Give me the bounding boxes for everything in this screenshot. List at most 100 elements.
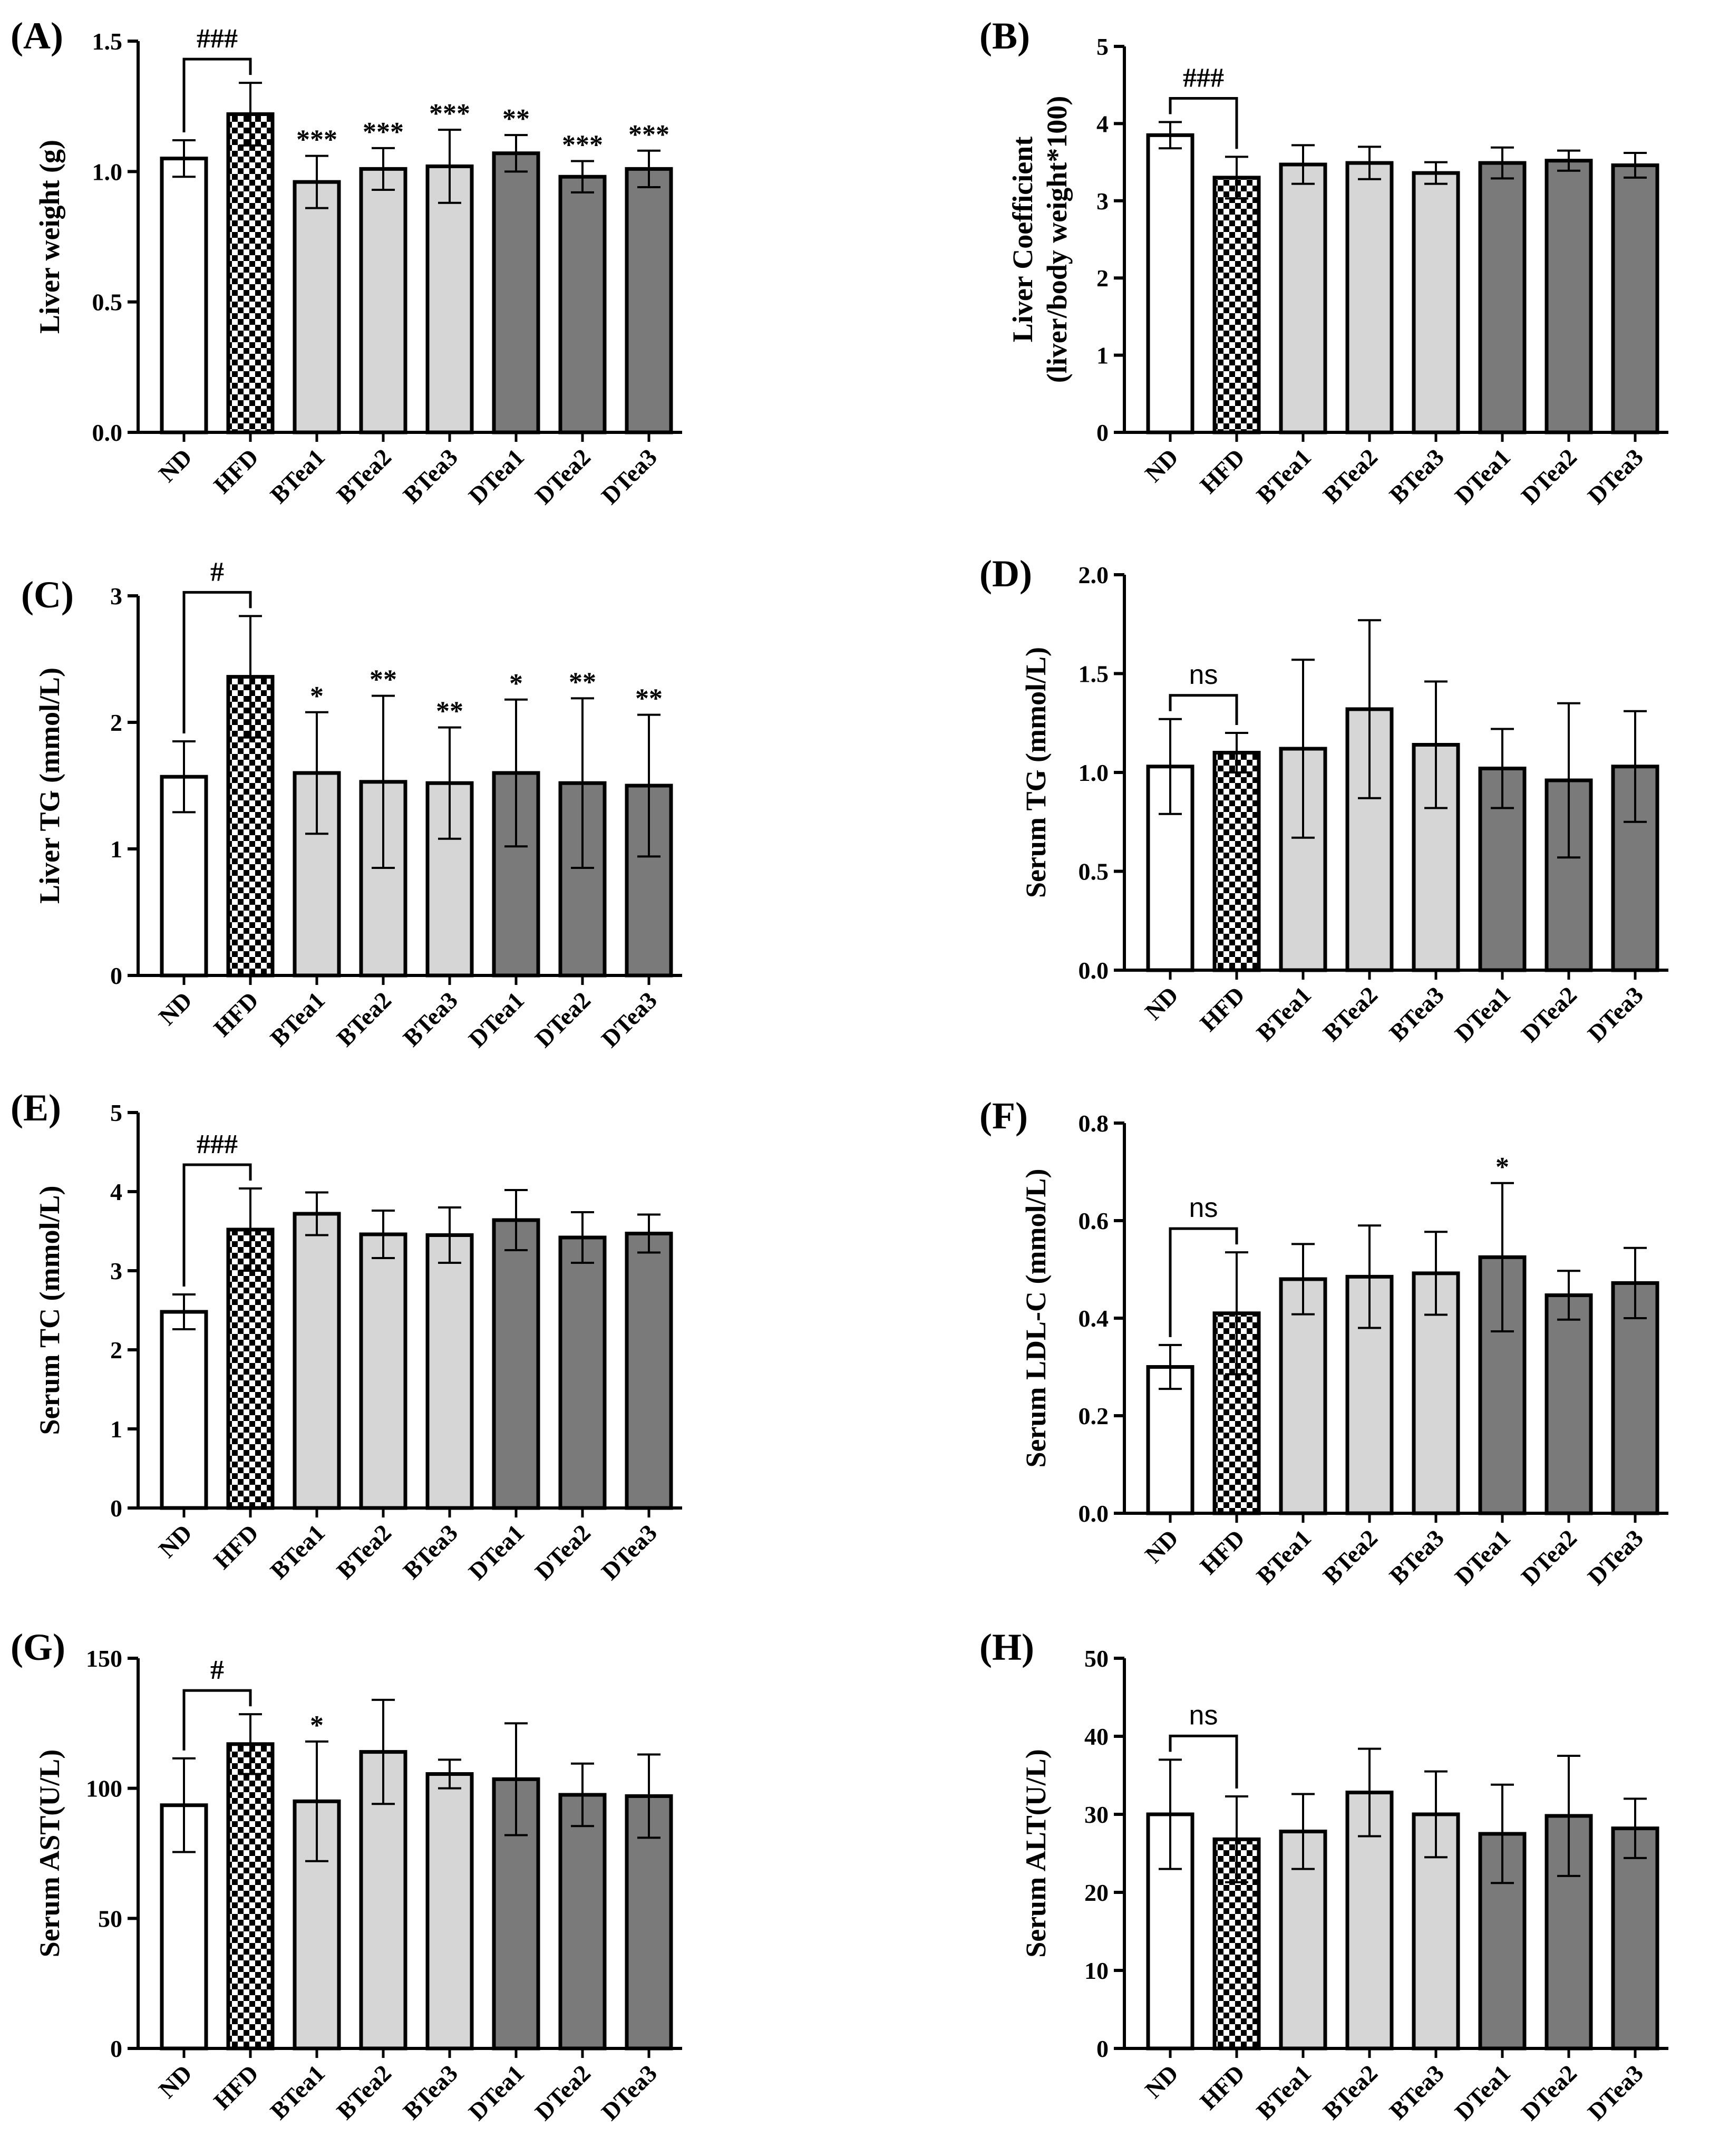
y-tick-label: 1: [110, 1416, 122, 1443]
y-tick-label: 2.0: [1079, 562, 1109, 588]
y-axis-label: Serum AST(U/L): [34, 1749, 65, 1958]
chart-panel-4: (D) 0.0 0.5 1.0 1.5 2.0 Serum TG (mmol/L) ND HFD…: [979, 553, 1668, 1047]
x-tick-label-BTea2: BTea2: [1318, 2060, 1383, 2124]
y-tick-label: 3: [110, 1258, 122, 1284]
x-tick-label-DTea3: DTea3: [1582, 2060, 1648, 2125]
y-tick-label: 0.0: [1079, 957, 1109, 984]
x-tick-label-BTea3: BTea3: [1384, 981, 1449, 1046]
x-tick-label-DTea3: DTea3: [596, 2060, 662, 2125]
x-tick-label-BTea1: BTea1: [265, 987, 330, 1051]
y-tick-label: 1: [110, 836, 122, 863]
significance-label-DTea3: **: [635, 684, 663, 714]
y-tick-label: 1.5: [1079, 661, 1109, 688]
x-tick-label-BTea1: BTea1: [265, 443, 330, 508]
y-tick-label: 30: [1084, 1801, 1109, 1828]
comparison-bracket: [1169, 1734, 1238, 1788]
significance-label-BTea1: ***: [296, 125, 337, 155]
significance-label-BTea3: **: [436, 697, 463, 727]
x-tick-label-BTea1: BTea1: [1251, 981, 1316, 1046]
y-tick-label: 1.5: [92, 28, 123, 55]
bar-DTea2: [558, 1235, 607, 1510]
x-tick-label-DTea2: DTea2: [1516, 2060, 1582, 2125]
y-axis-label-line2: (liver/body weight*100): [1041, 96, 1073, 383]
x-tick-label-ND: ND: [153, 2060, 197, 2103]
chart-panel-1: (A) 0.0 0.5 1.0 1.5 Liver weight (g) ND HFD *** B…: [11, 15, 682, 509]
bracket-label: ###: [197, 24, 238, 54]
y-tick-label: 0.6: [1079, 1207, 1109, 1234]
x-tick-label-DTea1: DTea1: [463, 443, 529, 509]
x-tick-label-HFD: HFD: [1194, 2060, 1250, 2115]
y-axis-label: Liver Coefficient: [1007, 137, 1038, 342]
significance-label-DTea1: *: [509, 669, 523, 699]
bar-HFD: [226, 1742, 275, 2051]
bar-BTea3: [425, 1772, 474, 2051]
x-tick-label-BTea2: BTea2: [1318, 981, 1383, 1046]
bar-DTea1: [1478, 161, 1527, 434]
x-tick-label-DTea3: DTea3: [1582, 443, 1648, 509]
y-tick-label: 0.0: [1079, 1500, 1109, 1527]
bar-BTea2: [1345, 161, 1394, 434]
y-tick-label: 0.5: [92, 289, 123, 316]
x-tick-label-HFD: HFD: [208, 443, 264, 499]
y-tick-label: 0.4: [1079, 1305, 1109, 1332]
bar-BTea1: [293, 180, 341, 434]
x-tick-label-BTea1: BTea1: [1251, 1524, 1316, 1589]
y-tick-label: 1.0: [92, 158, 123, 185]
comparison-bracket: [182, 591, 252, 733]
significance-label-BTea1: *: [310, 681, 324, 711]
bar-HFD: [226, 1227, 275, 1510]
significance-label-DTea1: *: [1495, 1152, 1509, 1182]
x-tick-label-DTea2: DTea2: [1516, 443, 1582, 509]
panel-label: (F): [979, 1095, 1028, 1137]
significance-label-BTea2: **: [370, 665, 397, 695]
x-tick-label-BTea2: BTea2: [332, 443, 396, 508]
x-tick-label-BTea2: BTea2: [1318, 1524, 1383, 1589]
bar-DTea3: [1611, 1281, 1659, 1515]
x-tick-label-DTea1: DTea1: [463, 2060, 529, 2125]
x-tick-label-DTea2: DTea2: [530, 443, 596, 509]
bar-DTea3: [1611, 1826, 1659, 2051]
bar-DTea3: [1611, 163, 1659, 434]
x-tick-label-HFD: HFD: [1194, 981, 1250, 1037]
x-tick-label-BTea3: BTea3: [1384, 1524, 1449, 1589]
comparison-bracket: [182, 57, 252, 132]
bar-HFD: [1212, 751, 1261, 972]
y-tick-label: 0.0: [92, 419, 123, 446]
y-tick-label: 5: [110, 1099, 122, 1126]
y-tick-label: 4: [1096, 110, 1109, 137]
y-tick-label: 50: [1084, 1645, 1109, 1672]
x-tick-label-BTea3: BTea3: [398, 1519, 463, 1584]
x-tick-label-DTea3: DTea3: [596, 1519, 662, 1585]
x-tick-label-DTea2: DTea2: [530, 2060, 596, 2125]
x-tick-label-DTea2: DTea2: [1516, 981, 1582, 1047]
bracket-label: #: [210, 557, 224, 587]
x-tick-label-BTea3: BTea3: [1384, 2060, 1449, 2124]
bar-ND: [160, 1310, 208, 1510]
x-tick-label-DTea3: DTea3: [596, 987, 662, 1052]
y-tick-label: 2: [1096, 265, 1109, 292]
bar-ND: [1146, 133, 1194, 434]
panel-label: (E): [11, 1087, 61, 1129]
y-tick-label: 5: [1096, 33, 1109, 60]
x-tick-label-ND: ND: [153, 443, 197, 487]
y-axis-label: Serum TC (mmol/L): [34, 1186, 65, 1435]
y-tick-label: 100: [86, 1775, 122, 1802]
x-tick-label-BTea3: BTea3: [1384, 443, 1449, 508]
x-tick-label-BTea2: BTea2: [1318, 443, 1383, 508]
y-axis-label: Liver TG (mmol/L): [34, 668, 65, 904]
x-tick-label-DTea3: DTea3: [596, 443, 662, 509]
x-tick-label-ND: ND: [153, 987, 197, 1030]
bracket-label: ###: [1183, 63, 1224, 93]
bar-DTea1: [492, 1218, 540, 1510]
panel-label: (A): [11, 15, 63, 57]
x-tick-label-HFD: HFD: [1194, 1524, 1250, 1580]
x-tick-label-DTea1: DTea1: [1450, 2060, 1516, 2125]
x-tick-label-BTea1: BTea1: [265, 2060, 330, 2124]
panel-label: (D): [979, 553, 1032, 595]
y-axis-label: Serum LDL-C (mmol/L): [1020, 1169, 1052, 1468]
x-tick-label-ND: ND: [1140, 443, 1183, 487]
x-tick-label-BTea3: BTea3: [398, 987, 463, 1051]
